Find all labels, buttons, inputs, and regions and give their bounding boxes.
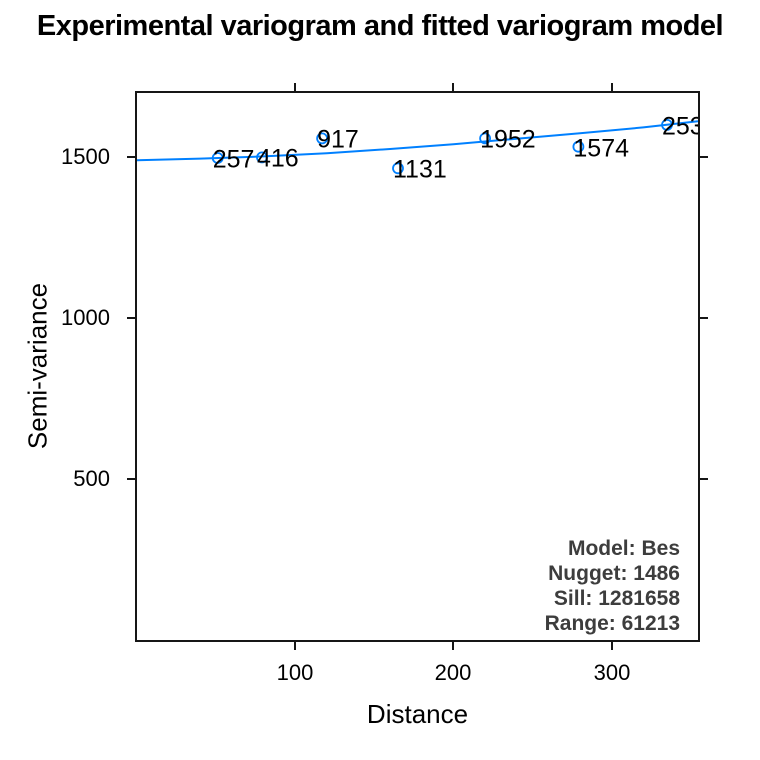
x-axis-tick-top bbox=[452, 83, 454, 93]
np-pairs-label: 1574 bbox=[573, 134, 630, 163]
model-range-text: Range: 61213 bbox=[544, 612, 680, 635]
model-nugget-text: Nugget: 1486 bbox=[548, 562, 680, 585]
variogram-point bbox=[316, 132, 329, 145]
np-pairs-label: 253 bbox=[662, 112, 698, 141]
x-tick-label: 100 bbox=[276, 660, 314, 685]
x-axis-tick bbox=[611, 640, 613, 650]
y-tick-label: 1000 bbox=[61, 305, 110, 330]
variogram-point bbox=[211, 152, 224, 164]
x-axis-title: Distance bbox=[366, 699, 469, 729]
y-axis-title: Semi-variance bbox=[22, 282, 53, 450]
plot-area: 257 416 917 1131 1952 1574 253 bbox=[137, 93, 698, 640]
np-pairs-label: 257 bbox=[212, 145, 255, 174]
y-tick-label: 1500 bbox=[61, 144, 110, 169]
fitted-model-line bbox=[137, 120, 698, 162]
y-axis-tick bbox=[127, 156, 137, 158]
x-axis-tick-top bbox=[294, 83, 296, 93]
y-axis-tick bbox=[127, 478, 137, 480]
np-pairs-label: 1952 bbox=[480, 125, 536, 154]
x-tick-label: 300 bbox=[593, 660, 631, 685]
np-pairs-label: 416 bbox=[257, 144, 299, 173]
variogram-plot-svg bbox=[137, 118, 698, 175]
y-axis-tick-right bbox=[698, 478, 708, 480]
variogram-point bbox=[479, 132, 492, 145]
y-axis-tick-right bbox=[698, 156, 708, 158]
model-name-text: Model: Bes bbox=[567, 537, 680, 560]
variogram-point bbox=[572, 140, 585, 153]
y-axis-tick-right bbox=[698, 317, 708, 319]
variogram-point bbox=[661, 118, 673, 131]
chart-title: Experimental variogram and fitted variog… bbox=[36, 10, 724, 42]
y-axis-tick bbox=[127, 317, 137, 319]
model-annotation-block: Model: Bes Nugget: 1486 Sill: 1281658 Ra… bbox=[380, 536, 680, 636]
x-tick-label: 200 bbox=[434, 660, 472, 685]
x-axis-tick-top bbox=[611, 83, 613, 93]
model-sill-text: Sill: 1281658 bbox=[553, 587, 680, 610]
x-axis-tick bbox=[452, 640, 454, 650]
plot-panel-border bbox=[135, 91, 700, 642]
x-axis-tick bbox=[294, 640, 296, 650]
np-pairs-label: 1131 bbox=[393, 155, 447, 184]
variogram-point bbox=[256, 151, 268, 164]
y-tick-label: 500 bbox=[73, 466, 110, 491]
variogram-point bbox=[392, 162, 404, 175]
np-pairs-label: 917 bbox=[317, 125, 359, 154]
